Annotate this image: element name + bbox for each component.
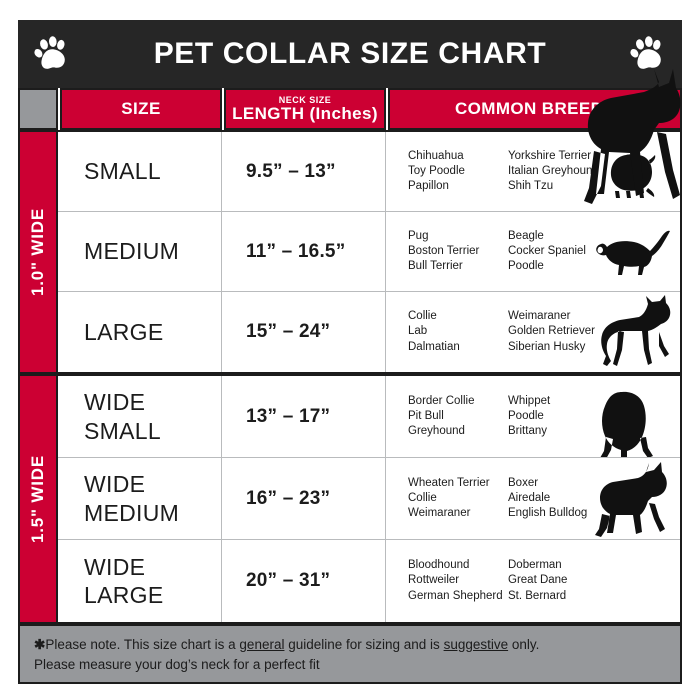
pomeranian-silhouette — [600, 145, 660, 201]
cell-size: MEDIUM — [58, 212, 222, 291]
length-value: 13” – 17” — [246, 405, 331, 427]
cell-breeds: Border Collie Pit Bull Greyhound Whippet… — [386, 376, 680, 457]
cell-length: 13” – 17” — [222, 376, 386, 457]
size-label: WIDE LARGE — [84, 553, 164, 608]
note-underline-general: general — [239, 637, 285, 652]
note-line1-b: guideline for sizing and is — [284, 637, 444, 652]
cell-size: WIDE MEDIUM — [58, 458, 222, 539]
note-underline-suggestive: suggestive — [443, 637, 509, 652]
section-side-tab: 1.0" WIDE — [20, 132, 58, 372]
cell-size: SMALL — [58, 132, 222, 211]
breeds-column-1: Bloodhound Rottweiler German Shepherd — [408, 559, 503, 602]
cell-length: 16” – 23” — [222, 458, 386, 539]
asterisk-icon: ✱ — [34, 637, 46, 652]
cell-size: WIDE SMALL — [58, 376, 222, 457]
cell-breeds: Wheaten Terrier Collie Weimaraner Boxer … — [386, 458, 680, 539]
size-label: WIDE MEDIUM — [84, 471, 180, 526]
table-header-row: SIZE NECK SIZE LENGTH (Inches) COMMON BR… — [18, 88, 682, 130]
paw-print-icon — [628, 34, 668, 74]
breeds-column-1: Wheaten Terrier Collie Weimaraner — [408, 476, 490, 520]
breeds-column-2: Whippet Poodle Brittany — [508, 394, 551, 438]
table-row[interactable]: WIDE SMALL 13” – 17” Border Collie Pit B… — [58, 376, 680, 458]
size-label: SMALL — [84, 158, 161, 185]
table-row[interactable]: LARGE 15” – 24” Collie Lab Dalmatian Wei… — [58, 292, 680, 372]
table-row[interactable]: WIDE MEDIUM 16” – 23” Wheaten Terrier Co… — [58, 458, 680, 540]
husky-silhouette — [596, 294, 672, 368]
cell-size: WIDE LARGE — [58, 540, 222, 622]
breeds-column-1: Collie Lab Dalmatian — [408, 310, 460, 353]
cell-length: 11” – 16.5” — [222, 212, 386, 291]
breeds-column-1: Chihuahua Toy Poodle Papillon — [408, 149, 465, 193]
cell-length: 20” – 31” — [222, 540, 386, 622]
breeds-column-2: Weimaraner Golden Retriever Siberian Hus… — [508, 310, 595, 353]
size-chart: PET COLLAR SIZE CHART SIZE NECK SIZE LEN… — [18, 20, 682, 684]
cell-breeds: Collie Lab Dalmatian Weimaraner Golden R… — [386, 292, 680, 372]
length-value: 15” – 24” — [246, 321, 331, 342]
column-header-length-sub: NECK SIZE — [278, 94, 332, 105]
column-header-breeds: COMMON BREEDS — [388, 88, 682, 130]
paw-print-icon — [32, 34, 72, 74]
size-label: MEDIUM — [84, 238, 180, 265]
note-line1-c: only. — [508, 637, 540, 652]
cell-breeds: Bloodhound Rottweiler German Shepherd Do… — [386, 540, 680, 622]
table-row[interactable]: WIDE LARGE 20” – 31” Bloodhound Rottweil… — [58, 540, 680, 622]
cell-breeds: Chihuahua Toy Poodle Papillon Yorkshire … — [386, 132, 680, 211]
footer-note: ✱Please note. This size chart is a gener… — [18, 624, 682, 684]
breeds-column-1: Border Collie Pit Bull Greyhound — [408, 394, 475, 438]
section-side-label: 1.5" WIDE — [28, 455, 47, 543]
table-row[interactable]: SMALL 9.5” – 13” Chihuahua Toy Poodle Pa… — [58, 132, 680, 212]
column-header-length-label: LENGTH (Inches) — [232, 103, 378, 123]
size-label: LARGE — [84, 318, 164, 345]
length-value: 16” – 23” — [246, 487, 331, 509]
breeds-column-2: Doberman Great Dane St. Bernard — [508, 559, 568, 602]
column-header-size: SIZE — [60, 88, 222, 130]
table-body: 1.0" WIDE SMALL 9.5” – 13” Chihuahua Toy… — [18, 69, 682, 624]
header-corner-cell — [18, 88, 58, 130]
cell-breeds: Pug Boston Terrier Bull Terrier Beagle C… — [386, 212, 680, 291]
table-row[interactable]: MEDIUM 11” – 16.5” Pug Boston Terrier Bu… — [58, 212, 680, 292]
cell-size: LARGE — [58, 292, 222, 372]
bulldog-silhouette — [594, 385, 656, 457]
section-1-5-wide: 1.5" WIDE WIDE SMALL 13” – 17” Border Co… — [18, 374, 682, 624]
column-header-breeds-label: COMMON BREEDS — [454, 99, 616, 119]
cell-length: 15” – 24” — [222, 292, 386, 372]
boxer-silhouette — [590, 459, 670, 539]
footer-note-text: ✱Please note. This size chart is a gener… — [34, 635, 666, 675]
beagle-silhouette — [592, 227, 672, 279]
length-value: 9.5” – 13” — [246, 160, 336, 182]
column-header-size-label: SIZE — [121, 99, 161, 119]
breeds-column-1: Pug Boston Terrier Bull Terrier — [408, 229, 480, 273]
page-title: PET COLLAR SIZE CHART — [153, 37, 547, 70]
chart-header: PET COLLAR SIZE CHART — [18, 20, 682, 88]
note-line2: Please measure your dog’s neck for a per… — [34, 656, 320, 672]
cell-length: 9.5” – 13” — [222, 132, 386, 211]
section-side-tab: 1.5" WIDE — [20, 376, 58, 622]
section-1-0-wide: 1.0" WIDE SMALL 9.5” – 13” Chihuahua Toy… — [18, 130, 682, 374]
length-value: 20” – 31” — [246, 570, 331, 591]
length-value: 11” – 16.5” — [246, 240, 346, 262]
section-side-label: 1.0" WIDE — [28, 208, 47, 296]
size-label: WIDE SMALL — [84, 389, 161, 444]
column-header-length: NECK SIZE LENGTH (Inches) — [224, 88, 386, 130]
breeds-column-2: Beagle Cocker Spaniel Poodle — [508, 229, 586, 273]
breeds-column-2: Boxer Airedale English Bulldog — [508, 476, 588, 520]
note-line1-a: Please note. This size chart is a — [45, 637, 240, 652]
